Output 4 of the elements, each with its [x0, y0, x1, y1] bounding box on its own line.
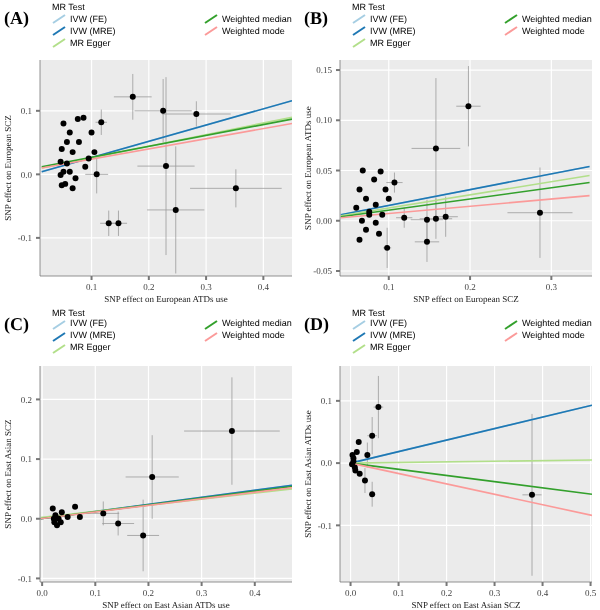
chart-title: (C): [4, 313, 29, 333]
chart-title: (D): [304, 313, 329, 333]
chart-title: (A): [4, 8, 29, 28]
chart-title: (B): [304, 8, 328, 28]
